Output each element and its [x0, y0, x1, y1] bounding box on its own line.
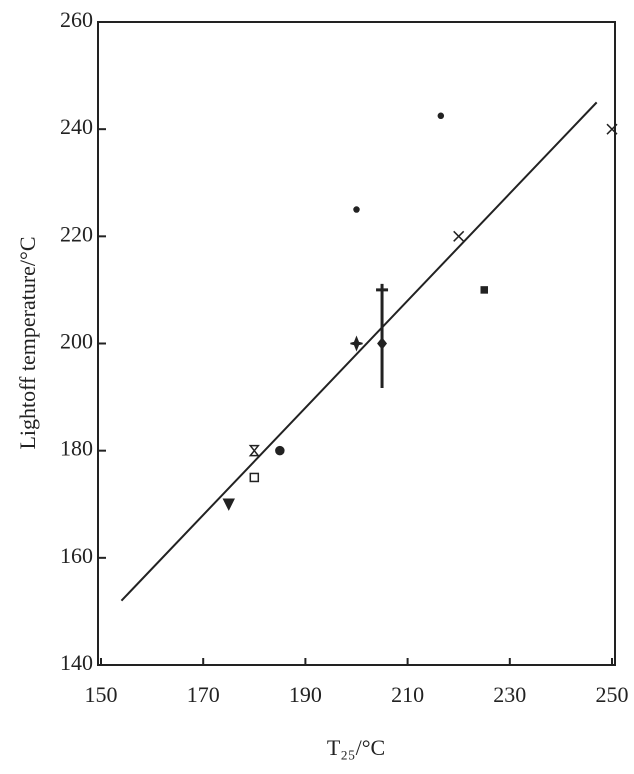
marker: [354, 207, 359, 212]
marker: [224, 499, 234, 509]
y-tick-label: 260: [60, 7, 93, 32]
y-axis-title: Lightoff temperature/°C: [15, 236, 40, 449]
x-tick-label: 150: [85, 682, 118, 707]
y-tick-label: 160: [60, 543, 93, 568]
x-tick-label: 190: [289, 682, 322, 707]
fit-line: [121, 102, 596, 600]
marker: [351, 338, 363, 350]
y-tick-label: 140: [60, 650, 93, 675]
x-tick-label: 170: [187, 682, 220, 707]
marker: [250, 473, 258, 481]
x-tick-label: 250: [596, 682, 629, 707]
y-tick-label: 220: [60, 221, 93, 246]
y-tick-label: 200: [60, 329, 93, 354]
x-tick-label: 210: [391, 682, 424, 707]
marker: [454, 231, 464, 241]
marker: [250, 446, 258, 456]
marker: [438, 113, 443, 118]
y-tick-label: 240: [60, 114, 93, 139]
y-tick-label: 180: [60, 436, 93, 461]
x-axis-title: T₂₅/°C: [327, 735, 385, 760]
marker: [481, 287, 487, 293]
marker: [276, 447, 284, 455]
x-tick-label: 230: [493, 682, 526, 707]
chart: T₂₅/°C Lightoff temperature/°C 150 170 190…: [0, 0, 634, 774]
marker: [376, 284, 388, 388]
